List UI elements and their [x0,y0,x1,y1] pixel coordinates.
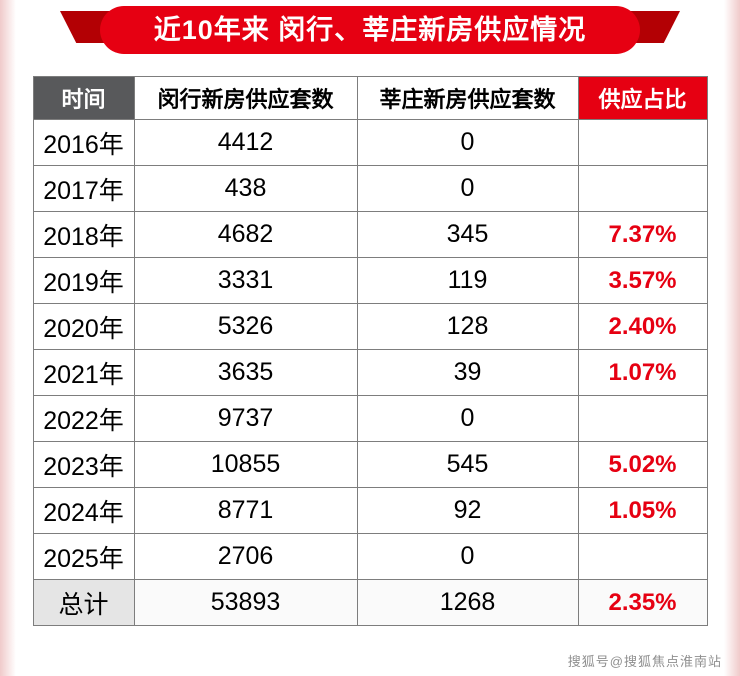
header-xinzhuang-supply: 莘庄新房供应套数 [356,76,579,120]
cell-xinzhuang-value: 39 [356,349,579,396]
cell-xinzhuang-value: 0 [356,119,579,166]
table-head: 时间 闵行新房供应套数 莘庄新房供应套数 供应占比 [32,76,708,120]
cell-ratio-value: 2.40% [577,303,708,350]
cell-year: 总计 [32,579,135,626]
header-supply-ratio: 供应占比 [577,76,708,120]
cell-year: 2021年 [32,349,135,396]
cell-xinzhuang-value: 1268 [356,579,579,626]
cell-minhang-value: 10855 [133,441,358,488]
table-body: 2016年 4412 0 2017年 438 0 2018年 4682 345 7.37% 2019… [32,119,708,626]
cell-year: 2019年 [32,257,135,304]
cell-ratio-value [577,165,708,212]
table-row: 2022年 9737 0 [32,395,708,442]
cell-minhang-value: 4682 [133,211,358,258]
cell-xinzhuang-value: 119 [356,257,579,304]
cell-ratio-value: 1.07% [577,349,708,396]
title-ribbon: 近10年来 闵行、莘庄新房供应情况 [0,6,740,68]
cell-minhang-value: 3635 [133,349,358,396]
cell-ratio-value: 3.57% [577,257,708,304]
table-row: 2023年 10855 545 5.02% [32,441,708,488]
table-row: 2021年 3635 39 1.07% [32,349,708,396]
cell-xinzhuang-value: 0 [356,533,579,580]
cell-minhang-value: 438 [133,165,358,212]
cell-year: 2017年 [32,165,135,212]
table-row: 2020年 5326 128 2.40% [32,303,708,350]
header-time: 时间 [32,76,135,120]
cell-ratio-value [577,395,708,442]
cell-minhang-value: 3331 [133,257,358,304]
cell-minhang-value: 8771 [133,487,358,534]
cell-minhang-value: 5326 [133,303,358,350]
cell-minhang-value: 9737 [133,395,358,442]
table-row: 2016年 4412 0 [32,119,708,166]
cell-year: 2020年 [32,303,135,350]
cell-ratio-value: 1.05% [577,487,708,534]
cell-xinzhuang-value: 0 [356,395,579,442]
watermark: 搜狐号@搜狐焦点淮南站 [567,654,722,669]
cell-xinzhuang-value: 92 [356,487,579,534]
table-row: 2025年 2706 0 [32,533,708,580]
header-row: 时间 闵行新房供应套数 莘庄新房供应套数 供应占比 [32,76,708,120]
cell-ratio-value [577,533,708,580]
total-row: 总计 53893 1268 2.35% [32,579,708,626]
cell-xinzhuang-value: 345 [356,211,579,258]
title-banner: 近10年来 闵行、莘庄新房供应情况 [100,6,640,54]
table-row: 2017年 438 0 [32,165,708,212]
cell-xinzhuang-value: 128 [356,303,579,350]
cell-year: 2024年 [32,487,135,534]
header-minhang-supply: 闵行新房供应套数 [133,76,358,120]
table-row: 2018年 4682 345 7.37% [32,211,708,258]
table-row: 2019年 3331 119 3.57% [32,257,708,304]
cell-xinzhuang-value: 545 [356,441,579,488]
cell-year: 2018年 [32,211,135,258]
cell-xinzhuang-value: 0 [356,165,579,212]
table-row: 2024年 8771 92 1.05% [32,487,708,534]
cell-minhang-value: 4412 [133,119,358,166]
cell-minhang-value: 2706 [133,533,358,580]
cell-ratio-value: 2.35% [577,579,708,626]
page-title: 近10年来 闵行、莘庄新房供应情况 [153,15,587,45]
cell-ratio-value [577,119,708,166]
supply-table: 时间 闵行新房供应套数 莘庄新房供应套数 供应占比 2016年 4412 0 2017… [32,76,708,626]
cell-ratio-value: 5.02% [577,441,708,488]
cell-year: 2025年 [32,533,135,580]
cell-minhang-value: 53893 [133,579,358,626]
cell-year: 2023年 [32,441,135,488]
cell-year: 2016年 [32,119,135,166]
cell-year: 2022年 [32,395,135,442]
cell-ratio-value: 7.37% [577,211,708,258]
